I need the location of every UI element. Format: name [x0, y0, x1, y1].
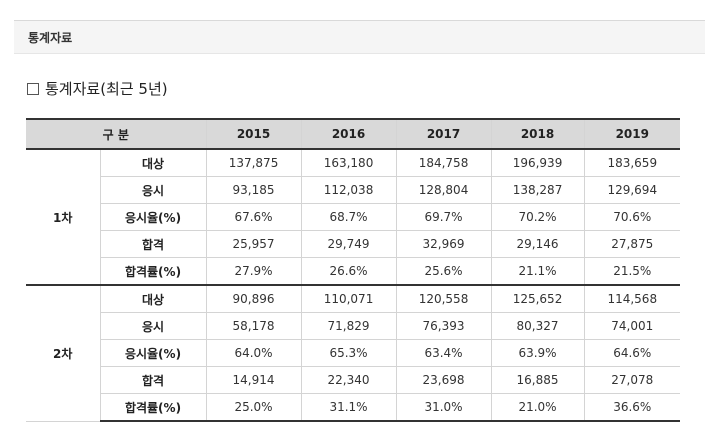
row-item-label: 합격률(%)	[100, 393, 207, 422]
table-cell: 120,558	[395, 284, 492, 313]
table-cell: 80,327	[490, 312, 585, 340]
subtitle-text: 통계자료(최근 5년)	[45, 80, 168, 98]
table-cell: 27.9%	[205, 257, 302, 286]
group-label: 2차	[26, 284, 101, 422]
table-row: 응시율(%) 64.0% 65.3% 63.4% 63.9% 64.6%	[26, 339, 681, 367]
header-year: 2016	[300, 118, 397, 150]
table-row: 응시 93,185 112,038 128,804 138,287 129,694	[26, 176, 681, 204]
group-label: 1차	[26, 148, 101, 286]
table-cell: 63.9%	[490, 339, 585, 367]
table-cell: 29,146	[490, 230, 585, 258]
table-cell: 64.0%	[205, 339, 302, 367]
table-row: 합격률(%) 25.0% 31.1% 31.0% 21.0% 36.6%	[26, 393, 681, 422]
table-cell: 29,749	[300, 230, 397, 258]
header-year: 2018	[490, 118, 585, 150]
table-cell: 22,340	[300, 366, 397, 394]
table-cell: 184,758	[395, 148, 492, 177]
table-cell: 67.6%	[205, 203, 302, 231]
table-cell: 110,071	[300, 284, 397, 313]
table-cell: 31.1%	[300, 393, 397, 422]
table-cell: 21.1%	[490, 257, 585, 286]
header-category: 구 분	[26, 118, 207, 150]
table-cell: 90,896	[205, 284, 302, 313]
table-cell: 14,914	[205, 366, 302, 394]
section-header: 통계자료	[14, 21, 705, 54]
row-item-label: 응시	[100, 312, 207, 340]
header-year: 2019	[583, 118, 681, 150]
table-cell: 25.0%	[205, 393, 302, 422]
table-cell: 183,659	[583, 148, 681, 177]
header-year: 2015	[205, 118, 302, 150]
table-row: 1차 대상 137,875 163,180 184,758 196,939 183,659	[26, 148, 681, 286]
table-row: 2차 대상 90,896 110,071 120,558 125,652 114,568	[26, 284, 681, 422]
table-cell: 26.6%	[300, 257, 397, 286]
table-cell: 21.5%	[583, 257, 681, 286]
row-item-label: 합격	[100, 230, 207, 258]
table-row: 합격 25,957 29,749 32,969 29,146 27,875	[26, 230, 681, 258]
table-cell: 137,875	[205, 148, 302, 177]
row-item-label: 합격	[100, 366, 207, 394]
table-cell: 58,178	[205, 312, 302, 340]
table-cell: 31.0%	[395, 393, 492, 422]
table-cell: 71,829	[300, 312, 397, 340]
table-cell: 196,939	[490, 148, 585, 177]
table-cell: 27,078	[583, 366, 681, 394]
table-cell: 129,694	[583, 176, 681, 204]
table-cell: 25.6%	[395, 257, 492, 286]
table-cell: 128,804	[395, 176, 492, 204]
row-item-label: 대상	[99, 284, 207, 313]
row-item-label: 응시율(%)	[100, 203, 207, 231]
table-cell: 64.6%	[583, 339, 681, 367]
table-header-row: 구 분 2015 2016 2017 2018 2019	[26, 118, 681, 150]
table-row: 응시율(%) 67.6% 68.7% 69.7% 70.2% 70.6%	[26, 203, 681, 231]
header-year: 2017	[395, 118, 492, 150]
table-cell: 32,969	[395, 230, 492, 258]
table-body: 1차 대상 137,875 163,180 184,758 196,939 183,659 응…	[26, 148, 681, 422]
table-cell: 93,185	[205, 176, 302, 204]
table-row: 합격 14,914 22,340 23,698 16,885 27,078	[26, 366, 681, 394]
table-cell: 65.3%	[300, 339, 397, 367]
table-cell: 70.2%	[490, 203, 585, 231]
table-cell: 16,885	[490, 366, 585, 394]
table-cell: 112,038	[300, 176, 397, 204]
table-cell: 125,652	[490, 284, 585, 313]
row-item-label: 응시율(%)	[100, 339, 207, 367]
table-cell: 69.7%	[395, 203, 492, 231]
table-cell: 163,180	[300, 148, 397, 177]
table-subtitle: 통계자료(최근 5년)	[27, 78, 168, 99]
table-row: 합격률(%) 27.9% 26.6% 25.6% 21.1% 21.5%	[26, 257, 681, 286]
table-cell: 25,957	[205, 230, 302, 258]
table-row: 응시 58,178 71,829 76,393 80,327 74,001	[26, 312, 681, 340]
section-title: 통계자료	[28, 31, 73, 45]
table-cell: 23,698	[395, 366, 492, 394]
table-cell: 27,875	[583, 230, 681, 258]
table-cell: 76,393	[395, 312, 492, 340]
row-item-label: 합격률(%)	[100, 257, 207, 286]
table-cell: 36.6%	[583, 393, 681, 422]
table-cell: 63.4%	[395, 339, 492, 367]
table-cell: 138,287	[490, 176, 585, 204]
table-cell: 114,568	[583, 284, 681, 313]
row-item-label: 대상	[99, 148, 207, 177]
table-cell: 70.6%	[583, 203, 681, 231]
table-cell: 68.7%	[300, 203, 397, 231]
table-cell: 74,001	[583, 312, 681, 340]
row-item-label: 응시	[100, 176, 207, 204]
statistics-table: 구 분 2015 2016 2017 2018 2019 1차 대상 137,875…	[26, 118, 681, 422]
square-bullet-icon	[27, 82, 39, 95]
table-cell: 21.0%	[490, 393, 585, 422]
top-divider	[14, 0, 705, 21]
